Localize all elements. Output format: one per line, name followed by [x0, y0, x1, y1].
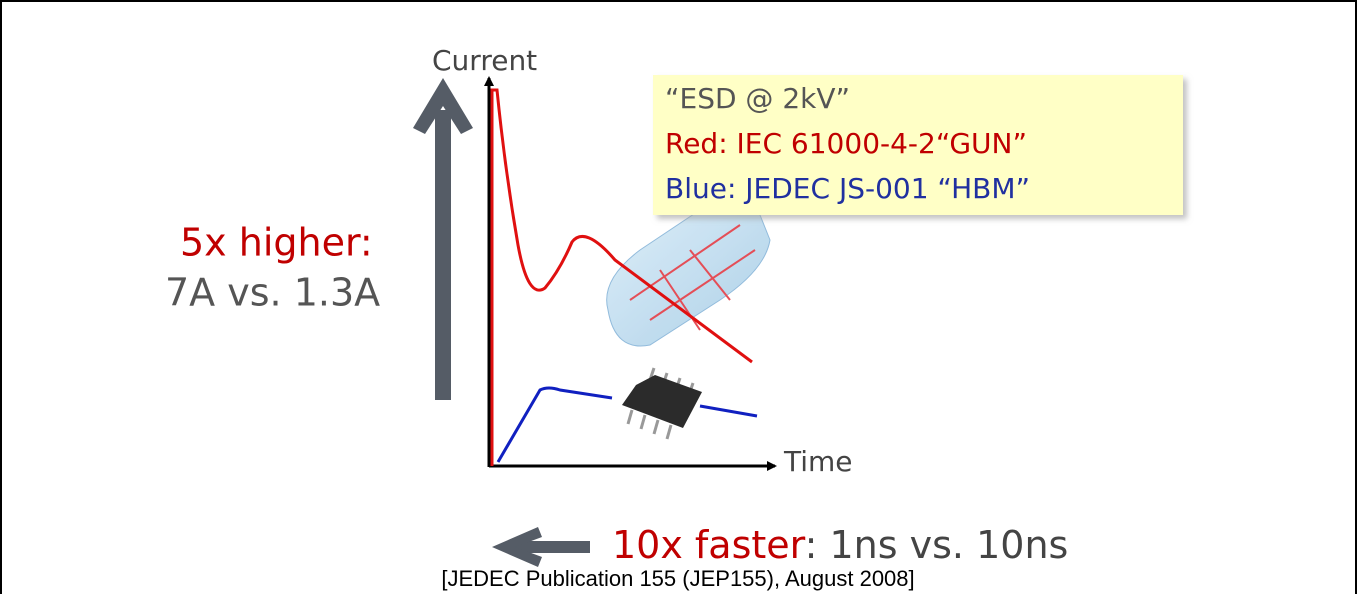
chip-illustration: [622, 367, 702, 440]
hbm-curve: [496, 386, 758, 463]
caption: [JEDEC Publication 155 (JEP155), August …: [441, 566, 914, 591]
gun-curve: [490, 88, 753, 466]
speed-note: 10x faster: 1ns vs. 10ns: [612, 523, 1068, 567]
car-illustration: [606, 203, 771, 347]
y-axis-label: Current: [432, 44, 537, 77]
left-arrow: [492, 527, 590, 567]
speed-headline: 10x faster: [612, 523, 806, 567]
x-axis-label: Time: [783, 445, 853, 478]
legend-blue: Blue: JEDEC JS-001 “HBM”: [665, 172, 1030, 205]
height-headline: 5x higher:: [180, 221, 373, 265]
legend-red: Red: IEC 61000-4-2“GUN”: [665, 127, 1027, 160]
up-arrow: [413, 78, 473, 400]
height-detail: 7A vs. 1.3A: [165, 271, 380, 315]
legend-title: “ESD @ 2kV”: [665, 82, 850, 115]
speed-detail: : 1ns vs. 10ns: [805, 523, 1069, 567]
legend-box: [653, 75, 1183, 215]
